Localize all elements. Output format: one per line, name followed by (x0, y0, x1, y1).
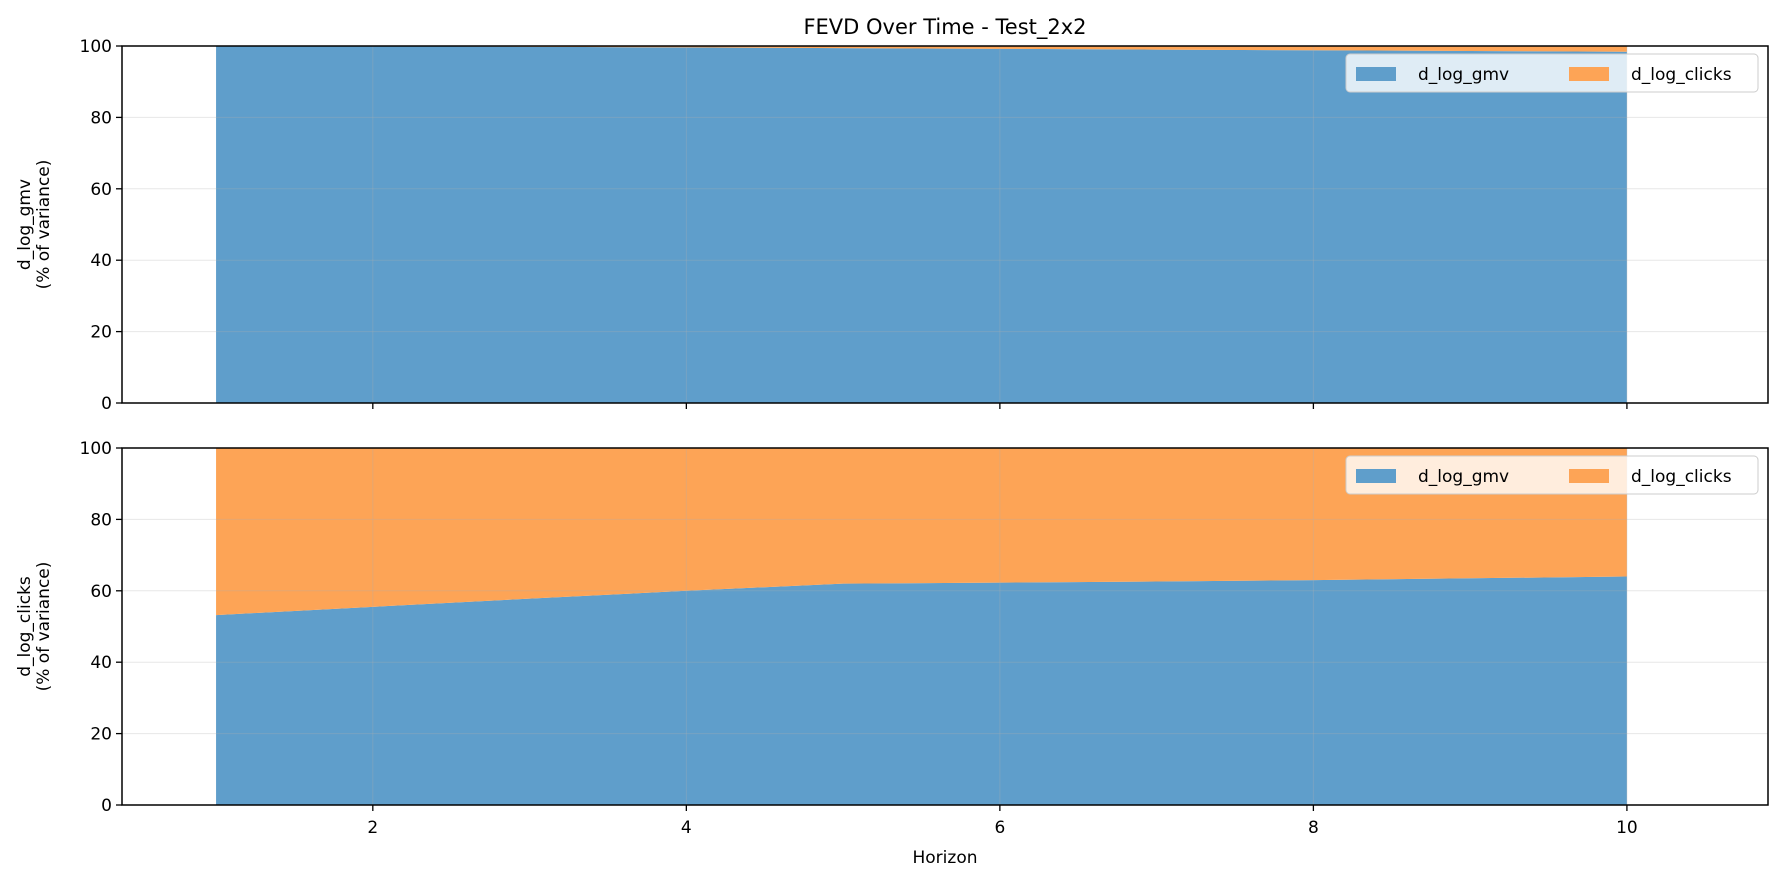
x-tick-label: 6 (994, 818, 1005, 838)
y-tick-label: 0 (101, 796, 112, 816)
x-tick-label: 2 (367, 818, 378, 838)
y-tick-label: 100 (80, 37, 112, 57)
y-tick-label: 40 (90, 251, 112, 271)
legend-box (1345, 455, 1759, 495)
y-axis-label-line: d_log_gmv (15, 179, 35, 270)
area-d-log-gmv (216, 576, 1627, 805)
y-tick-label: 100 (80, 439, 112, 459)
legend-label-d-log-clicks: d_log_clicks (1631, 65, 1732, 85)
legend-label-d-log-gmv: d_log_gmv (1418, 65, 1509, 85)
x-tick-label: 4 (681, 818, 692, 838)
legend-swatch-d-log-gmv (1356, 67, 1396, 81)
area-d-log-clicks (216, 448, 1627, 616)
area-d-log-clicks (216, 46, 1627, 52)
y-axis-label: d_log_clicks(% of variance) (15, 562, 54, 692)
y-tick-label: 80 (90, 510, 112, 530)
legend-label-d-log-clicks: d_log_clicks (1631, 467, 1732, 487)
y-tick-label: 60 (90, 582, 112, 602)
area-d-log-gmv (216, 46, 1627, 403)
legend-swatch-d-log-gmv (1356, 469, 1396, 483)
legend: d_log_gmv d_log_clicks (1345, 53, 1759, 93)
legend-swatch-d-log-clicks (1569, 67, 1609, 81)
axes-frame (121, 447, 1769, 806)
axes-frame (121, 45, 1769, 404)
legend-swatch-d-log-clicks (1569, 469, 1609, 483)
y-tick-label: 20 (90, 725, 112, 745)
y-tick-label: 80 (90, 108, 112, 128)
y-tick-label: 0 (101, 394, 112, 414)
legend: d_log_gmv d_log_clicks (1345, 455, 1759, 495)
x-tick-label: 8 (1308, 818, 1319, 838)
y-tick-label: 40 (90, 653, 112, 673)
y-axis-label-line: (% of variance) (34, 562, 54, 692)
y-axis-label-line: (% of variance) (34, 160, 54, 290)
x-axis-label: Horizon (913, 848, 978, 868)
y-axis-label-line: d_log_clicks (15, 576, 35, 677)
y-axis-label: d_log_gmv(% of variance) (15, 160, 54, 290)
legend-box (1345, 53, 1759, 93)
legend-label-d-log-gmv: d_log_gmv (1418, 467, 1509, 487)
figure-title: FEVD Over Time - Test_2x2 (803, 15, 1086, 40)
x-tick-label: 10 (1616, 818, 1638, 838)
y-tick-label: 60 (90, 180, 112, 200)
y-tick-label: 20 (90, 323, 112, 343)
